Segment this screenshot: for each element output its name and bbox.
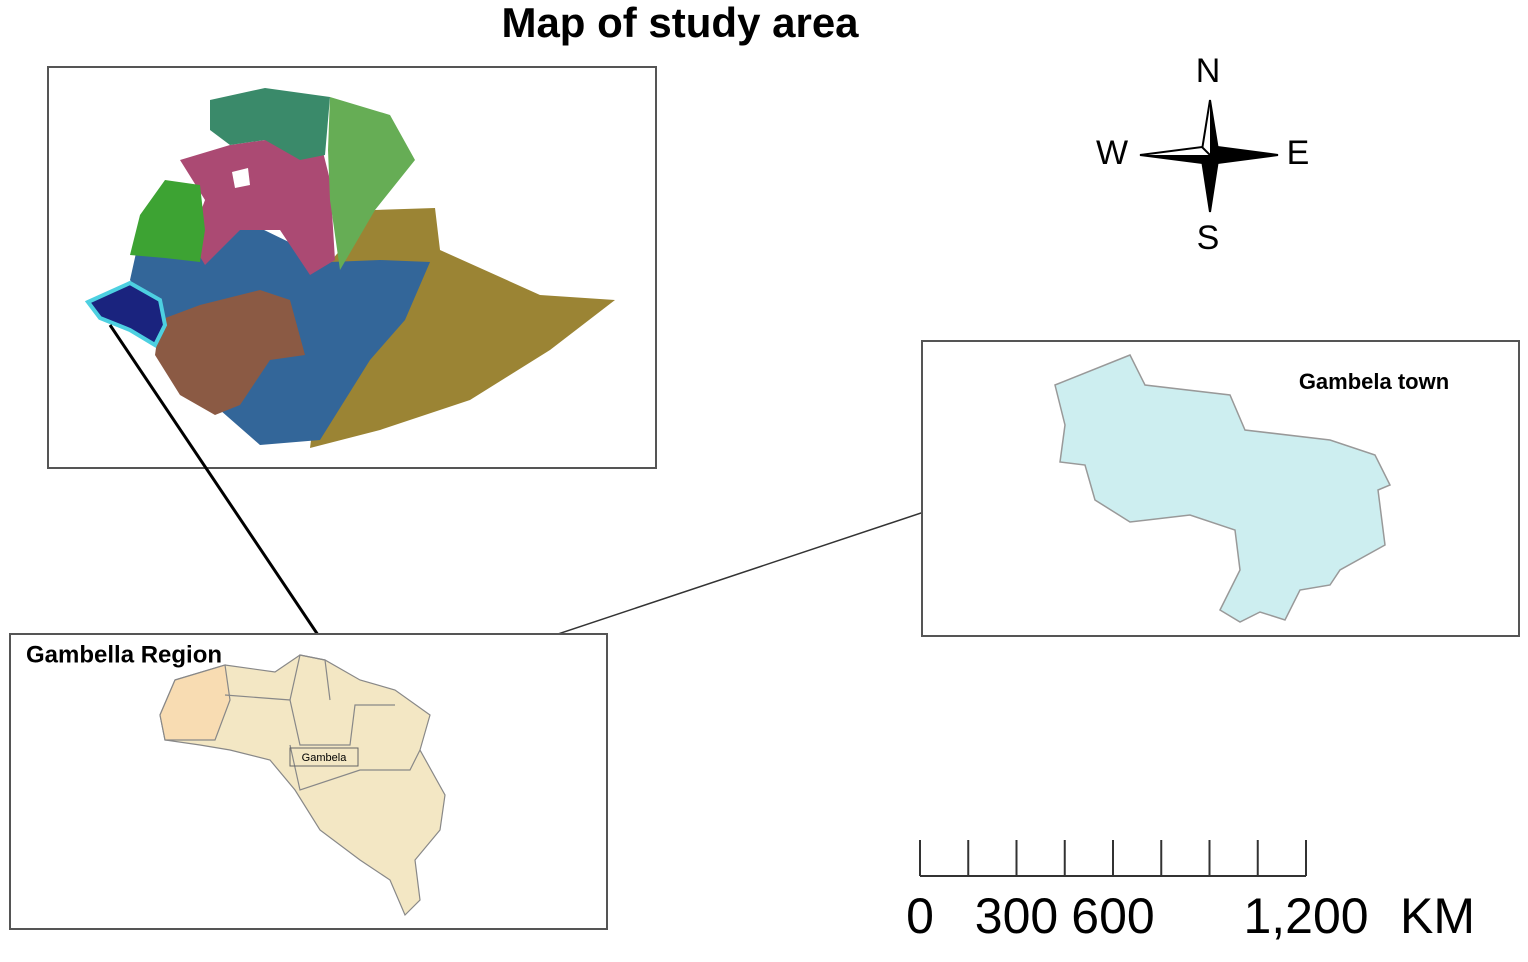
compass: N W E S — [1096, 52, 1309, 257]
scale-bar: 0 300 600 1,200 KM — [906, 840, 1475, 944]
ethiopia-inset — [47, 66, 657, 469]
scale-label: 600 — [1071, 888, 1154, 944]
compass-south: S — [1197, 219, 1220, 257]
town-inset: Gambela town — [921, 340, 1520, 637]
gambella-inset-title: Gambella Region — [26, 641, 222, 668]
gambela-label: Gambela — [302, 752, 348, 764]
gambella-inset: Gambela Gambella Region — [9, 633, 608, 930]
scale-label: 1,200 — [1243, 888, 1368, 944]
scale-label: 300 — [975, 888, 1058, 944]
title: Map of study area — [501, 0, 859, 46]
compass-north: N — [1196, 52, 1221, 90]
compass-east: E — [1287, 134, 1310, 172]
scale-label: 0 — [906, 888, 934, 944]
compass-west: W — [1096, 134, 1128, 172]
scale-unit: KM — [1400, 888, 1475, 944]
town-inset-title: Gambela town — [1299, 369, 1449, 394]
